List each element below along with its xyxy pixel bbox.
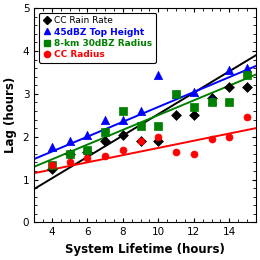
Point — [85, 150, 89, 154]
Point — [192, 90, 196, 94]
Point — [68, 152, 72, 156]
Point — [156, 139, 160, 143]
Point — [50, 162, 54, 167]
Point — [103, 118, 107, 122]
Point — [68, 160, 72, 165]
Point — [174, 92, 178, 96]
Point — [103, 130, 107, 134]
Y-axis label: Lag (hours): Lag (hours) — [4, 77, 17, 153]
Point — [139, 139, 143, 143]
Point — [50, 167, 54, 171]
Point — [174, 150, 178, 154]
Point — [85, 133, 89, 137]
Point — [50, 145, 54, 149]
Point — [227, 100, 231, 105]
Point — [103, 139, 107, 143]
Point — [209, 100, 213, 105]
Point — [139, 124, 143, 128]
Point — [245, 85, 249, 89]
Point — [227, 135, 231, 139]
Point — [192, 152, 196, 156]
Point — [227, 68, 231, 72]
Point — [85, 147, 89, 152]
Point — [121, 118, 125, 122]
Point — [121, 133, 125, 137]
Point — [156, 135, 160, 139]
Point — [156, 73, 160, 77]
Point — [174, 92, 178, 96]
Point — [227, 85, 231, 89]
Point — [156, 124, 160, 128]
Point — [68, 152, 72, 156]
Point — [121, 147, 125, 152]
Point — [103, 154, 107, 158]
Point — [209, 137, 213, 141]
Point — [121, 109, 125, 113]
Point — [245, 115, 249, 120]
Point — [174, 113, 178, 117]
Point — [192, 113, 196, 117]
Point — [68, 139, 72, 143]
Point — [139, 109, 143, 113]
X-axis label: System Lifetime (hours): System Lifetime (hours) — [65, 243, 225, 256]
Point — [192, 105, 196, 109]
Point — [209, 96, 213, 100]
Point — [245, 73, 249, 77]
Point — [85, 156, 89, 160]
Point — [139, 139, 143, 143]
Point — [50, 162, 54, 167]
Legend: CC Rain Rate, 45dBZ Top Height, 8-km 30dBZ Radius, CC Radius: CC Rain Rate, 45dBZ Top Height, 8-km 30d… — [39, 13, 156, 63]
Point — [209, 98, 213, 102]
Point — [245, 66, 249, 70]
